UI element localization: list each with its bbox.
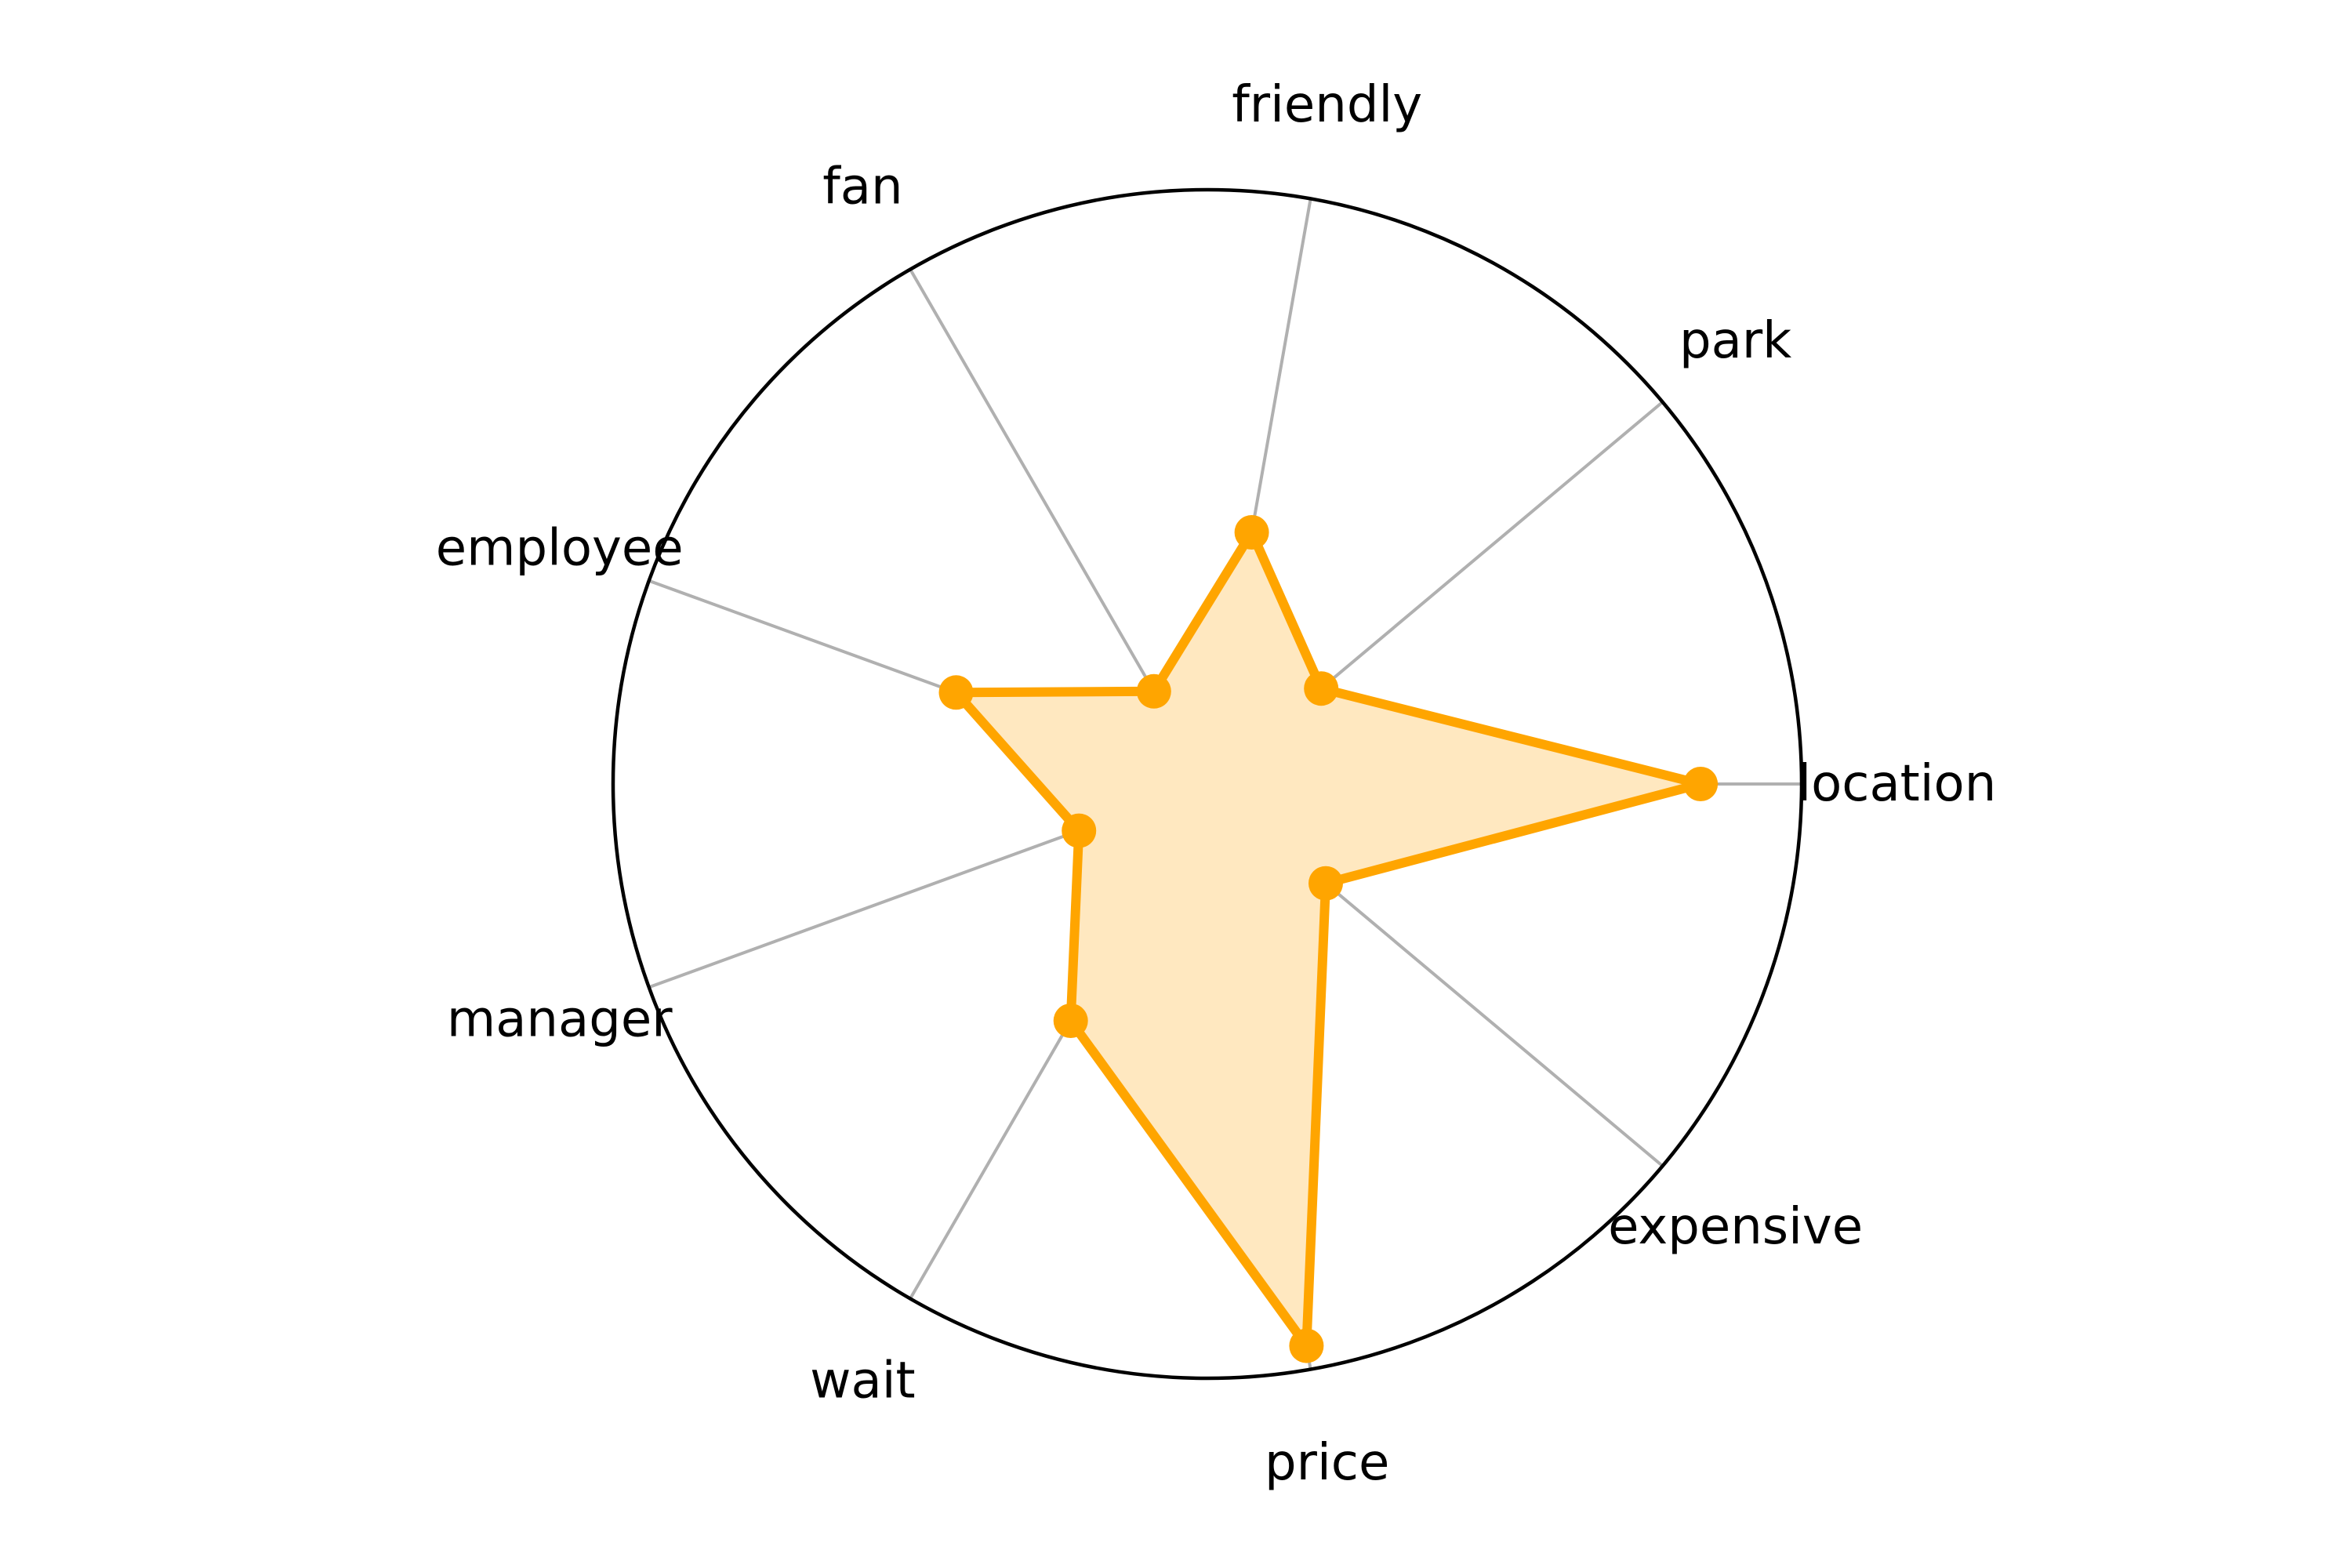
series-area bbox=[956, 532, 1701, 1346]
data-point-price bbox=[1289, 1328, 1324, 1363]
axis-label-location: location bbox=[1797, 755, 1996, 813]
axis-label-employee: employee bbox=[436, 519, 684, 577]
data-point-manager bbox=[1062, 813, 1097, 848]
data-point-expensive bbox=[1308, 866, 1343, 901]
data-point-fan bbox=[1136, 673, 1171, 709]
series-line bbox=[946, 522, 1720, 1360]
axis-label-park: park bbox=[1679, 312, 1791, 370]
data-point-employee bbox=[938, 675, 974, 710]
axis-label-friendly: friendly bbox=[1232, 76, 1422, 134]
radar-axis-labels: location park friendly fan employee manager wa… bbox=[436, 76, 1997, 1492]
axis-label-wait: wait bbox=[810, 1352, 915, 1410]
axis-label-price: price bbox=[1265, 1434, 1389, 1492]
axis-label-expensive: expensive bbox=[1608, 1198, 1863, 1256]
radar-outer-ring bbox=[611, 187, 1804, 1381]
axis-label-manager: manager bbox=[447, 991, 673, 1049]
radar-series bbox=[938, 515, 1720, 1363]
data-point-park bbox=[1304, 671, 1339, 706]
data-point-wait bbox=[1053, 1004, 1088, 1038]
axis-label-fan: fan bbox=[822, 158, 902, 216]
data-point-location bbox=[1683, 767, 1719, 801]
data-point-friendly bbox=[1234, 515, 1269, 550]
